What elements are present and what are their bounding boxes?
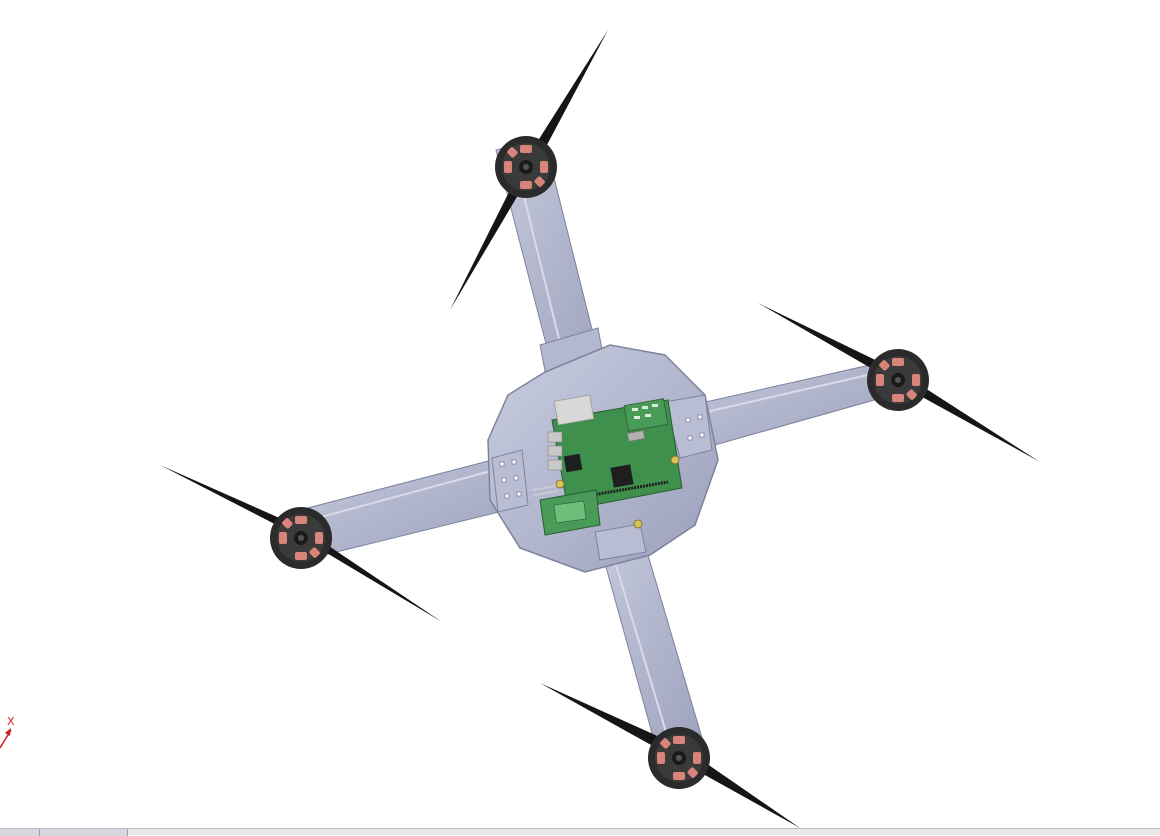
x-axis-label: X: [7, 715, 15, 728]
motor-right: [867, 349, 929, 411]
motor-left: [270, 507, 332, 569]
x-axis-arrow: [5, 728, 11, 736]
axis-triad[interactable]: X: [0, 715, 15, 749]
motor-top: [495, 136, 557, 198]
motor-bottom: [648, 727, 710, 789]
flight-controller-board: [531, 394, 683, 536]
tab-model[interactable]: [0, 829, 40, 836]
tab-motion-study[interactable]: [40, 829, 128, 836]
model-tabs-bar: [0, 828, 1160, 836]
frame-arms: [299, 137, 886, 763]
